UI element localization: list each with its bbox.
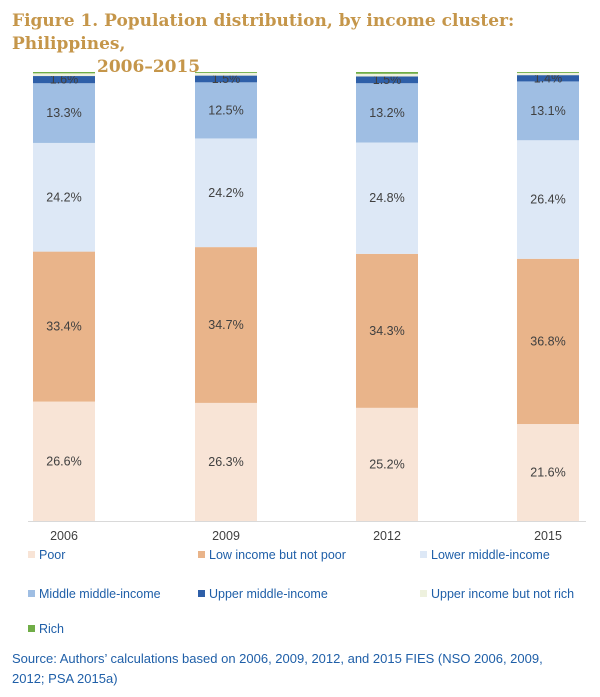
data-label: 24.2% <box>208 186 243 200</box>
bar-segment-upper-income-but-not-rich-2012 <box>356 74 418 77</box>
bar-segment-rich-2006 <box>33 72 95 73</box>
bar-segment-upper-income-but-not-rich-2015 <box>517 73 579 75</box>
legend-label-rich: Rich <box>39 622 64 636</box>
legend-swatch-rich <box>28 625 35 632</box>
source-note: Source: Authors’ calculations based on 2… <box>12 649 572 689</box>
legend-label-poor: Poor <box>39 548 65 562</box>
data-label: 12.5% <box>208 103 243 117</box>
data-label: 26.6% <box>46 454 81 468</box>
legend-swatch-middle-middle-income <box>28 590 35 597</box>
legend-swatch-lower-middle-income <box>420 551 427 558</box>
x-tick-label: 2006 <box>50 529 78 543</box>
legend-swatch-poor <box>28 551 35 558</box>
bar-segment-rich-2015 <box>517 72 579 73</box>
data-label: 33.4% <box>46 320 81 334</box>
stacked-bar-chart: 26.6%33.4%24.2%13.3%1.6%200626.3%34.7%24… <box>0 0 600 650</box>
legend-swatch-upper-income-but-not-rich <box>420 590 427 597</box>
legend-label-upper-income-but-not-rich: Upper income but not rich <box>431 587 574 601</box>
x-tick-label: 2015 <box>534 529 562 543</box>
data-label: 21.6% <box>530 466 565 480</box>
legend-label-upper-middle-income: Upper middle-income <box>209 587 328 601</box>
legend-label-middle-middle-income: Middle middle-income <box>39 587 161 601</box>
bar-segment-rich-2012 <box>356 72 418 74</box>
legend-swatch-low-income-but-not-poor <box>198 551 205 558</box>
data-label: 34.7% <box>208 318 243 332</box>
data-label: 24.8% <box>369 191 404 205</box>
x-tick-label: 2012 <box>373 529 401 543</box>
data-label: 13.1% <box>530 104 565 118</box>
legend-label-low-income-but-not-poor: Low income but not poor <box>209 548 346 562</box>
data-label: 13.3% <box>46 106 81 120</box>
bar-segment-upper-income-but-not-rich-2009 <box>195 73 257 76</box>
data-label: 26.4% <box>530 193 565 207</box>
data-label: 36.8% <box>530 334 565 348</box>
legend-label-lower-middle-income: Lower middle-income <box>431 548 550 562</box>
data-label: 34.3% <box>369 324 404 338</box>
data-label: 24.2% <box>46 190 81 204</box>
bar-segment-rich-2009 <box>195 72 257 73</box>
legend-swatch-upper-middle-income <box>198 590 205 597</box>
x-tick-label: 2009 <box>212 529 240 543</box>
data-label: 26.3% <box>208 455 243 469</box>
bar-segment-upper-income-but-not-rich-2006 <box>33 73 95 76</box>
data-label: 25.2% <box>369 457 404 471</box>
data-label: 13.2% <box>369 106 404 120</box>
